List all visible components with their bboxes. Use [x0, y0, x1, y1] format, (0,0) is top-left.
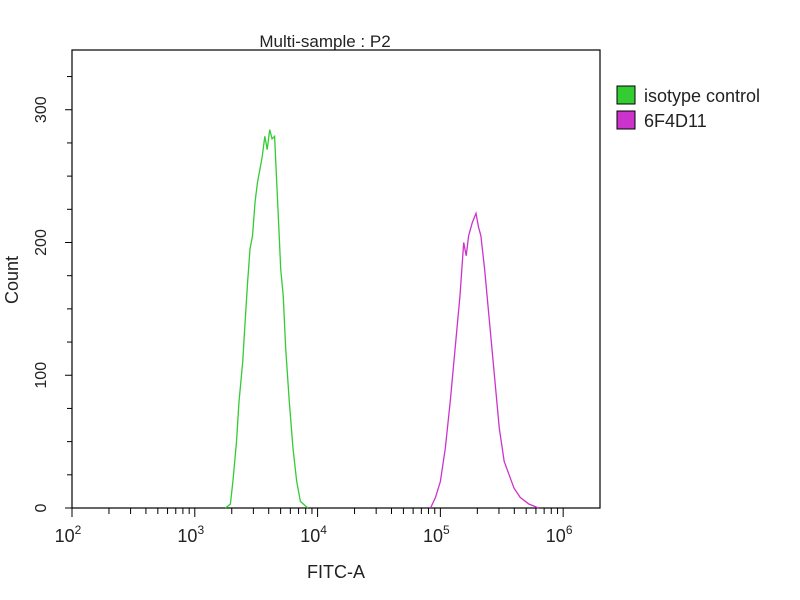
x-tick-label: 104 [300, 523, 327, 546]
x-tick-exponent: 5 [443, 523, 450, 537]
x-tick-base: 10 [423, 526, 443, 546]
x-tick-exponent: 6 [566, 523, 573, 537]
x-tick-label: 102 [55, 523, 82, 546]
y-tick-label: 0 [33, 503, 50, 512]
histogram-isotype-control [225, 129, 309, 509]
x-tick-exponent: 2 [75, 523, 82, 537]
x-tick-base: 10 [55, 526, 75, 546]
legend-swatch [616, 85, 636, 105]
chart-title: Multi-sample : P2 [259, 32, 390, 51]
plot-frame [71, 49, 601, 509]
y-tick-label: 300 [33, 96, 50, 123]
y-tick-label: 100 [33, 362, 50, 389]
x-tick-label: 105 [423, 523, 450, 546]
x-tick-exponent: 3 [197, 523, 204, 537]
legend-swatch [616, 110, 636, 130]
x-tick-base: 10 [546, 526, 566, 546]
legend-label: isotype control [644, 86, 760, 106]
histogram-6f4d11 [429, 210, 539, 509]
y-axis-label: Count [2, 256, 22, 304]
x-tick-base: 10 [300, 526, 320, 546]
x-tick-label: 103 [177, 523, 204, 546]
legend-label: 6F4D11 [644, 111, 707, 131]
x-tick-exponent: 4 [320, 523, 327, 537]
x-tick-base: 10 [177, 526, 197, 546]
x-axis-label: FITC-A [307, 562, 365, 582]
x-tick-label: 106 [546, 523, 573, 546]
y-tick-label: 200 [33, 229, 50, 256]
